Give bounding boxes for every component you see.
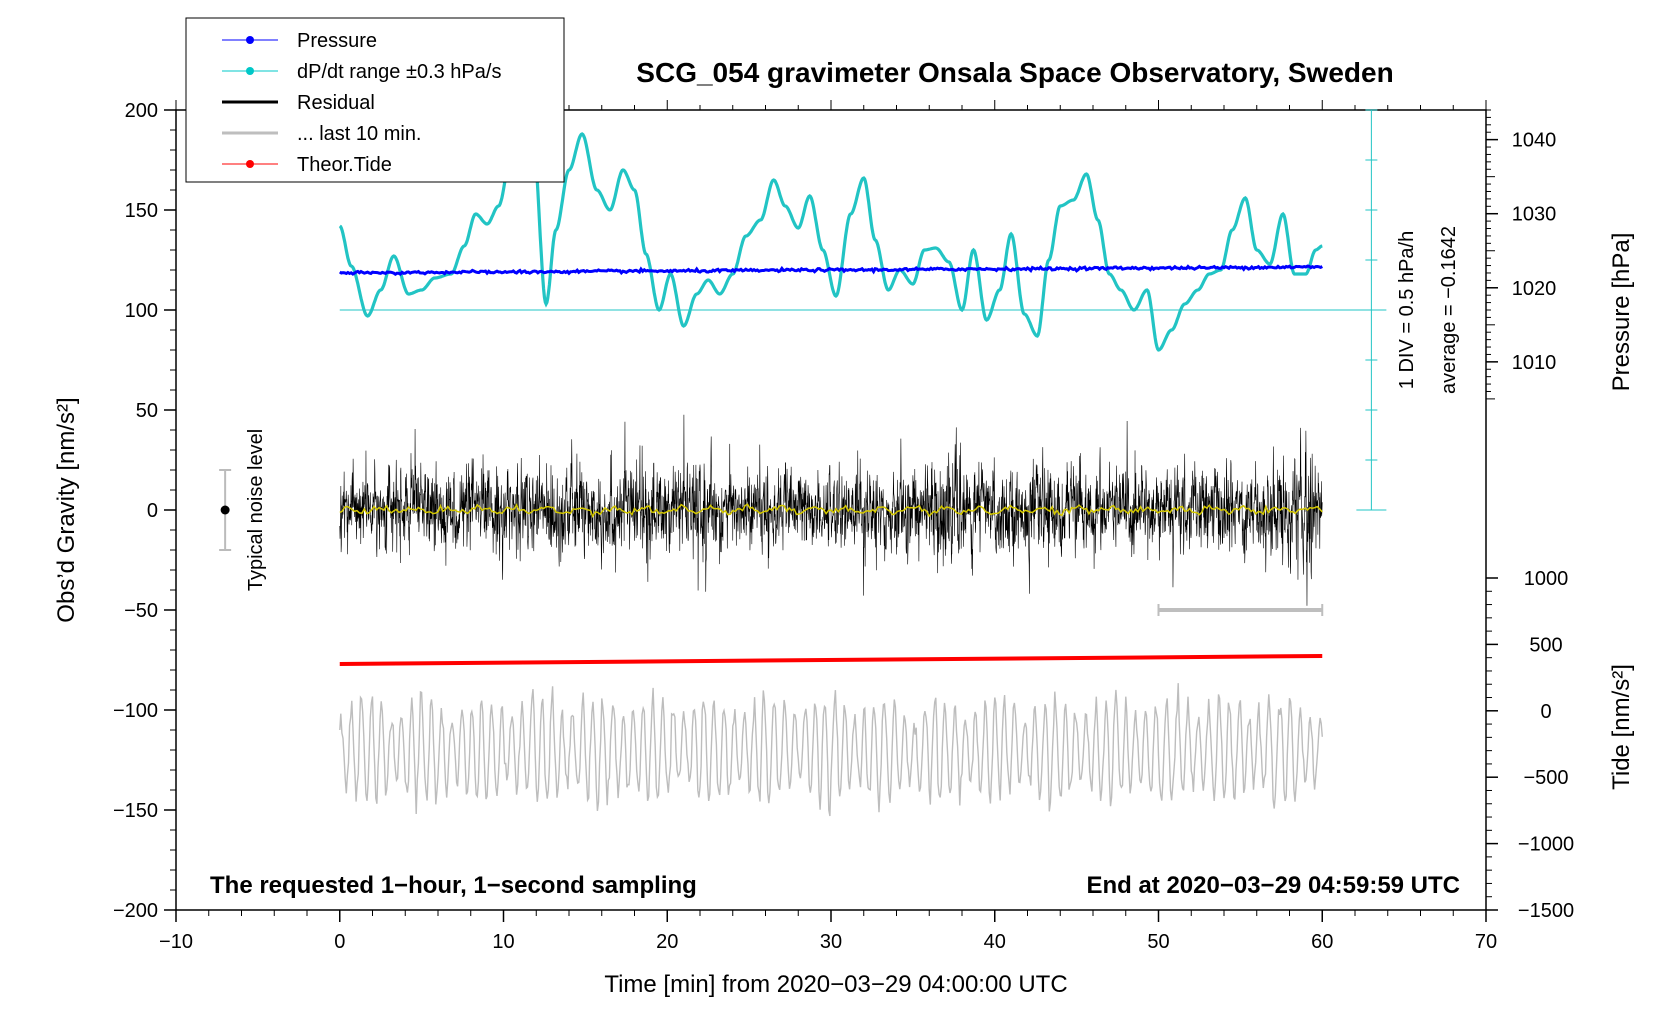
series-pressure xyxy=(339,264,1324,276)
noise-label: Typical noise level xyxy=(245,429,267,591)
legend: Pressure dP/dt range ±0.3 hPa/s Residual..… xyxy=(185,17,565,183)
x-tick-label: 60 xyxy=(1311,931,1333,953)
tide-tick-label: 500 xyxy=(1529,634,1562,656)
x-tick-label: 20 xyxy=(656,931,678,953)
legend-item: dP/dt range ±0.3 hPa/s xyxy=(222,61,501,83)
legend-swatch-dot xyxy=(246,160,254,168)
y-tick-label: 150 xyxy=(125,200,158,222)
div-note: 1 DIV = 0.5 hPa/h xyxy=(1396,231,1418,389)
y-tick-label: −200 xyxy=(113,900,158,922)
series-gray-residual xyxy=(339,683,1323,817)
tide-tick-label: −1000 xyxy=(1518,834,1574,856)
tide-tick-label: 0 xyxy=(1540,701,1551,723)
y-axis-left: 200 150 100 50 0 −50 −100 −150 −200 xyxy=(113,100,176,922)
legend-item: Residual xyxy=(222,92,375,114)
y-axis-right-pressure: 1040 1030 1020 1010 xyxy=(1486,109,1557,400)
pressure-tick-label: 1010 xyxy=(1512,352,1557,374)
legend-item: ... last 10 min. xyxy=(222,123,422,145)
pressure-tick-label: 1030 xyxy=(1512,204,1557,226)
x-tick-label: 10 xyxy=(492,931,514,953)
legend-label: Theor.Tide xyxy=(297,154,392,176)
series-theor-tide xyxy=(339,654,1323,666)
y-axis-right-pressure-label: Pressure [hPa] xyxy=(1608,233,1635,392)
legend-swatch-dot xyxy=(246,36,254,44)
legend-label: ... last 10 min. xyxy=(297,123,422,145)
footer-left-note: The requested 1−hour, 1−second sampling xyxy=(210,872,697,899)
y-axis-right-tide-label: Tide [nm/s²] xyxy=(1608,664,1635,790)
legend-item: Theor.Tide xyxy=(222,154,392,176)
chart-title: SCG_054 gravimeter Onsala Space Observat… xyxy=(636,57,1393,88)
legend-label: dP/dt range ±0.3 hPa/s xyxy=(297,61,501,83)
y-tick-label: −150 xyxy=(113,800,158,822)
y-axis-left-label: Obs’d Gravity [nm/s²] xyxy=(53,397,80,622)
tide-tick-label: 1000 xyxy=(1524,568,1569,590)
tide-tick-label: −1500 xyxy=(1518,900,1574,922)
data-layer xyxy=(219,108,1387,817)
average-note: average = −0.1642 xyxy=(1438,226,1460,394)
legend-label: Pressure xyxy=(297,30,377,52)
y-tick-label: 100 xyxy=(125,300,158,322)
noise-bar xyxy=(219,469,232,551)
last-10-min-bar xyxy=(1157,604,1324,616)
x-tick-label: −10 xyxy=(159,931,193,953)
legend-label: Residual xyxy=(297,92,375,114)
legend-box xyxy=(185,17,565,183)
y-tick-label: 50 xyxy=(136,400,158,422)
x-tick-label: 70 xyxy=(1475,931,1497,953)
y-axis-right-tide: 1000 500 0 −500 −1000 −1500 xyxy=(1486,568,1574,922)
x-axis-label: Time [min] from 2020−03−29 04:00:00 UTC xyxy=(604,971,1067,998)
x-tick-label: 40 xyxy=(984,931,1006,953)
x-tick-label: 30 xyxy=(820,931,842,953)
legend-item: Pressure xyxy=(222,30,377,52)
x-tick-label: 50 xyxy=(1147,931,1169,953)
y-tick-label: −100 xyxy=(113,700,158,722)
y-tick-label: 0 xyxy=(147,500,158,522)
series-dpdt xyxy=(338,108,1323,352)
legend-items: Pressure dP/dt range ±0.3 hPa/s Residual..… xyxy=(222,30,501,176)
pressure-tick-label: 1020 xyxy=(1512,278,1557,300)
series-residual-mean xyxy=(339,503,1323,519)
y-tick-label: −50 xyxy=(124,600,158,622)
x-axis: −10 0 10 20 30 40 50 60 70 xyxy=(159,100,1497,953)
y-tick-label: 200 xyxy=(125,100,158,122)
pressure-tick-label: 1040 xyxy=(1512,130,1557,152)
legend-swatch-dot xyxy=(246,67,254,75)
footer-right-note: End at 2020−03−29 04:59:59 UTC xyxy=(1086,872,1460,899)
dpdt-scale-axis xyxy=(339,109,1387,511)
tide-tick-label: −500 xyxy=(1523,767,1568,789)
x-tick-label: 0 xyxy=(334,931,345,953)
noise-bar-dot xyxy=(220,505,230,515)
